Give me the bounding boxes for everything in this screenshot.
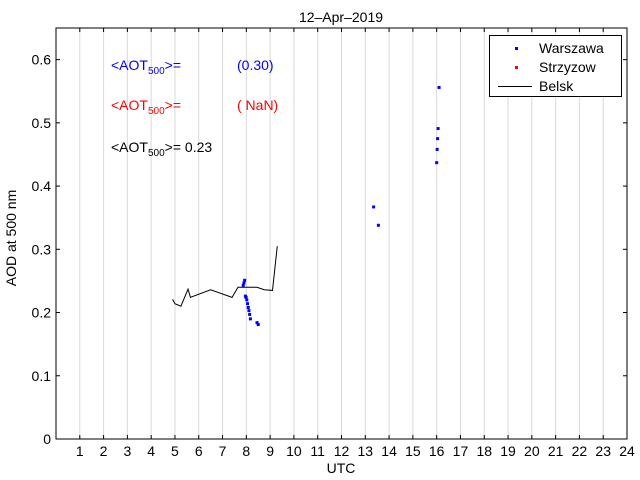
data-point-warszawa <box>241 283 245 287</box>
legend-marker-strzyzow <box>515 66 518 69</box>
x-tick-label: 18 <box>476 443 492 459</box>
data-point-warszawa <box>245 298 249 302</box>
legend-item-warszawa: Warszawa <box>490 39 621 57</box>
x-axis-label: UTC <box>327 460 356 476</box>
x-tick-label: 1 <box>76 443 84 459</box>
y-tick-label: 0.6 <box>32 52 52 68</box>
data-point-warszawa <box>256 323 260 327</box>
data-point-warszawa <box>436 127 440 131</box>
x-tick-label: 3 <box>123 443 131 459</box>
y-tick-label: 0.2 <box>32 305 52 321</box>
plot-area <box>172 85 441 327</box>
annotation-suffix: >= <box>164 139 182 155</box>
data-point-warszawa <box>435 161 439 165</box>
y-tick-label: 0 <box>43 431 51 447</box>
data-point-warszawa <box>246 302 250 306</box>
x-tick-label: 14 <box>381 443 397 459</box>
data-point-warszawa <box>243 278 247 282</box>
mean-value-warszawa: (0.30) <box>237 57 274 73</box>
x-tick-label: 8 <box>242 443 250 459</box>
y-tick-label: 0.4 <box>32 178 52 194</box>
y-tick-label: 0.3 <box>32 241 52 257</box>
data-point-warszawa <box>246 305 250 309</box>
legend: Warszawa Strzyzow Belsk <box>489 35 622 97</box>
data-point-warszawa <box>248 317 252 321</box>
data-point-warszawa <box>372 205 376 209</box>
x-tick-label: 7 <box>219 443 227 459</box>
data-point-warszawa <box>242 281 246 285</box>
legend-label-strzyzow: Strzyzow <box>539 59 596 75</box>
annotation-suffix: >= <box>164 97 182 113</box>
x-tick-label: 4 <box>147 443 155 459</box>
x-tick-label: 21 <box>548 443 564 459</box>
y-tick-label: 0.1 <box>32 368 52 384</box>
legend-label-warszawa: Warszawa <box>539 40 604 56</box>
data-point-warszawa <box>436 137 440 141</box>
x-tick-label: 16 <box>429 443 445 459</box>
x-tick-label: 22 <box>572 443 588 459</box>
data-point-warszawa <box>244 295 248 299</box>
legend-label-belsk: Belsk <box>539 78 574 94</box>
annotation-subscript: 500 <box>147 66 165 77</box>
x-tick-label: 9 <box>266 443 274 459</box>
chart-title: 12–Apr–2019 <box>299 9 383 25</box>
x-tick-label: 10 <box>286 443 302 459</box>
y-tick-label: 0.5 <box>32 115 52 131</box>
data-point-warszawa <box>247 309 251 313</box>
x-tick-label: 20 <box>524 443 540 459</box>
annotation-prefix: <AOT <box>111 57 148 73</box>
annotation-suffix: >= <box>164 57 182 73</box>
legend-line-belsk <box>498 86 532 87</box>
data-point-warszawa <box>376 223 380 227</box>
mean-annotation-warszawa: <AOT500>= <box>111 57 181 77</box>
annotation-prefix: <AOT <box>111 97 148 113</box>
x-tick-label: 2 <box>100 443 108 459</box>
data-point-warszawa <box>248 312 252 316</box>
x-tick-label: 6 <box>195 443 203 459</box>
data-point-warszawa <box>435 147 439 151</box>
data-point-warszawa <box>255 321 259 325</box>
y-axis-label: AOD at 500 nm <box>3 190 19 287</box>
legend-item-strzyzow: Strzyzow <box>490 58 621 76</box>
annotation-prefix: <AOT <box>111 139 148 155</box>
x-tick-label: 15 <box>405 443 421 459</box>
data-point-warszawa <box>437 85 441 89</box>
legend-marker-warszawa <box>515 47 518 50</box>
mean-annotation-strzyzow: <AOT500>= <box>111 97 181 117</box>
x-tick-label: 5 <box>171 443 179 459</box>
mean-annotation-belsk: <AOT500>= 0.23 <box>111 139 212 159</box>
annotation-subscript: 500 <box>147 106 165 117</box>
x-tick-label: 17 <box>453 443 469 459</box>
x-tick-label: 23 <box>595 443 611 459</box>
x-tick-label: 24 <box>619 443 635 459</box>
mean-value-strzyzow: ( NaN) <box>237 97 279 113</box>
legend-item-belsk: Belsk <box>490 77 621 95</box>
x-tick-label: 19 <box>500 443 516 459</box>
x-tick-label: 11 <box>310 443 325 459</box>
series-line-belsk <box>172 246 278 307</box>
grid <box>79 28 604 439</box>
annotation-subscript: 500 <box>147 148 165 159</box>
x-tick-label: 13 <box>358 443 374 459</box>
x-tick-label: 12 <box>334 443 350 459</box>
axis-ticks: 1 2 3 4 5 6 7 8 9 10 11 12 13 14 15 16 17 18 19 20 21 22 23 240… <box>32 28 635 459</box>
mean-value-belsk: 0.23 <box>184 139 213 155</box>
